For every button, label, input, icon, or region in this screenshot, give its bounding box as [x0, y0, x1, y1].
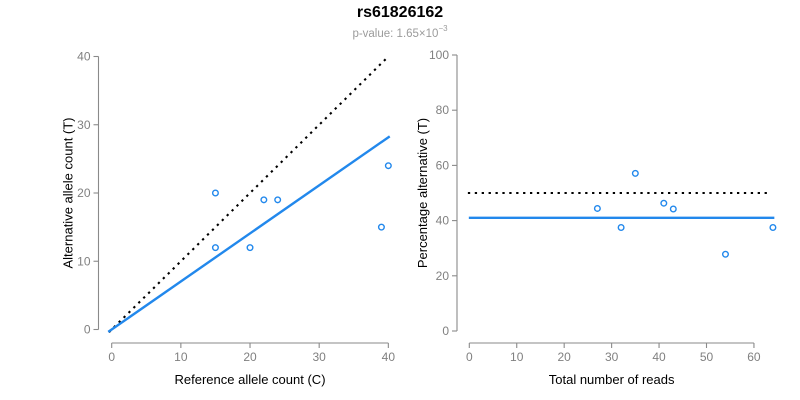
y-tick-label: 0 [84, 323, 91, 337]
x-tick-label: 0 [466, 350, 473, 364]
data-point [631, 169, 639, 177]
left-panel-ref-vs-alt-count: 0 10 20 30 40 0 10 20 30 40 Reference allele count… [61, 50, 396, 388]
data-point [260, 196, 268, 204]
x-axis-label: Total number of reads [549, 372, 675, 387]
x-tick-label: 30 [605, 350, 619, 364]
data-point [721, 250, 729, 258]
figure-subtitle: p-value: 1.65×10−3 [0, 23, 800, 41]
x-tick-label: 0 [108, 350, 115, 364]
data-point [660, 199, 668, 207]
x-tick-label: 50 [700, 350, 714, 364]
y-tick-label: 60 [436, 158, 450, 172]
fit-line [107, 135, 391, 333]
x-tick-label: 10 [510, 350, 524, 364]
data-point [211, 189, 219, 197]
data-point [769, 223, 777, 231]
data-point [246, 244, 254, 252]
p-value-exponent: −3 [438, 24, 448, 33]
x-tick-label: 10 [174, 350, 188, 364]
figure-title: rs61826162 [356, 4, 444, 21]
y-tick-label: 20 [77, 186, 91, 200]
y-tick-label: 20 [436, 269, 450, 283]
data-point [377, 223, 385, 231]
y-tick-label: 80 [436, 103, 450, 117]
x-tick-label: 40 [382, 350, 396, 364]
y-tick-label: 0 [442, 324, 449, 338]
y-tick-label: 30 [77, 118, 91, 132]
x-tick-label: 40 [652, 350, 666, 364]
x-tick-label: 60 [747, 350, 761, 364]
p-value-text: p-value: 1.65×10 [352, 27, 439, 40]
data-point [593, 204, 601, 212]
right-panel-pct-alt-vs-total-reads: 0 20 40 60 80 100 0 10 20 30 40 50 60 Total number of… [415, 48, 777, 387]
data-point [384, 162, 392, 170]
y-tick-label: 40 [77, 50, 91, 64]
data-point [274, 196, 282, 204]
x-tick-label: 20 [243, 350, 257, 364]
y-axis-label: Percentage alternative (T) [415, 118, 430, 268]
data-point [617, 223, 625, 231]
data-point [669, 205, 677, 213]
x-tick-label: 30 [313, 350, 327, 364]
x-axis-label: Reference allele count (C) [175, 372, 326, 387]
y-tick-label: 40 [436, 214, 450, 228]
figure-header: rs61826162 p-value: 1.65×10−3 [0, 4, 800, 41]
x-tick-label: 20 [558, 350, 572, 364]
identity-line [108, 55, 390, 333]
y-tick-label: 10 [77, 254, 91, 268]
data-point [211, 244, 219, 252]
y-tick-label: 100 [429, 48, 449, 62]
y-axis-label: Alternative allele count (T) [61, 117, 76, 268]
